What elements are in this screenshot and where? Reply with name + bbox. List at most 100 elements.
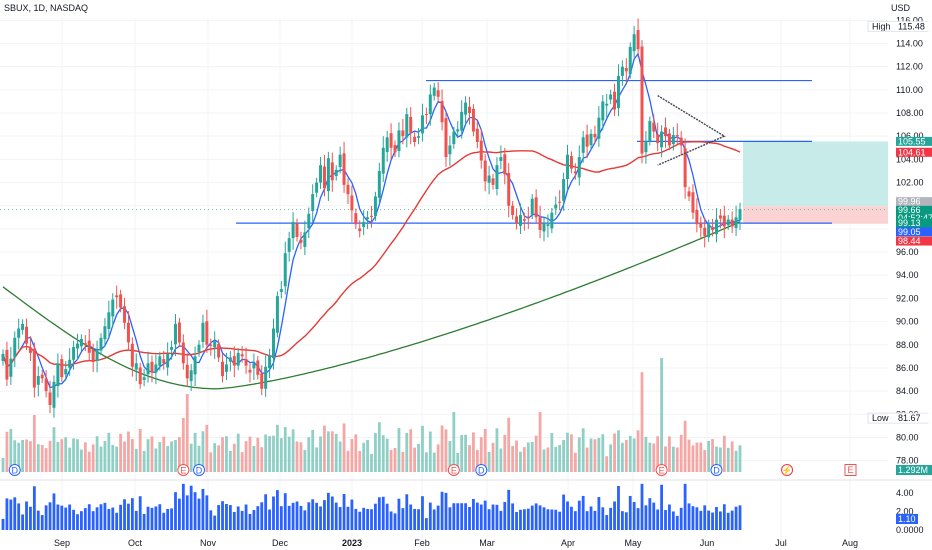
volume-bar	[432, 452, 436, 472]
candle-body	[279, 289, 283, 292]
candle-body	[475, 128, 479, 142]
oscillator-bar	[581, 495, 585, 530]
candle-body	[424, 113, 428, 115]
event-marker[interactable]: D	[8, 464, 21, 476]
volume-bar	[617, 430, 620, 472]
volume-bar	[236, 433, 240, 472]
event-marker[interactable]: D	[710, 464, 723, 476]
candle-body	[354, 213, 358, 225]
volume-bar	[225, 436, 228, 472]
oscillator-bar	[68, 504, 72, 530]
oscillator-bar	[389, 511, 393, 530]
volume-bar	[9, 429, 13, 472]
volume-bar	[683, 420, 687, 472]
oscillator-bar	[448, 507, 452, 530]
oscillator-bar	[111, 507, 115, 530]
candle-body	[518, 214, 522, 226]
oscillator-bar	[366, 508, 369, 530]
volume-bar	[32, 415, 36, 472]
event-marker[interactable]: E	[177, 464, 190, 476]
candle-body	[436, 90, 440, 97]
currency-label: USD	[890, 3, 910, 13]
candle-body	[64, 369, 68, 375]
volume-bar	[248, 436, 252, 472]
candle-body	[358, 228, 362, 232]
volume-bar	[522, 447, 526, 472]
volume-bar	[21, 440, 25, 472]
oscillator-bar	[542, 507, 546, 530]
candle-body	[401, 130, 405, 137]
candle-body	[515, 216, 519, 224]
candle-body	[507, 173, 511, 206]
event-marker[interactable]: D	[475, 464, 488, 476]
event-marker[interactable]: E	[447, 464, 460, 476]
oscillator-bar	[354, 508, 358, 530]
stop-zone	[743, 206, 888, 224]
oscillator-bar	[597, 497, 601, 530]
volume-bar	[213, 443, 217, 472]
oscillator-bar	[279, 506, 283, 530]
oscillator-bar	[174, 492, 177, 530]
triangle-lines	[657, 95, 726, 166]
volume-bar	[597, 437, 601, 472]
volume-bar	[29, 441, 32, 472]
volume-bar	[593, 439, 597, 472]
oscillator-bar	[483, 500, 487, 530]
volume-bar	[330, 431, 334, 472]
candle-body	[624, 68, 628, 72]
price-tag-box	[896, 147, 932, 157]
candle-body	[370, 215, 373, 217]
symbol-header[interactable]: SBUX, 1D, NASDAQ	[4, 3, 89, 13]
oscillator-bar	[526, 508, 530, 530]
volume-bar	[507, 417, 511, 472]
volume-bar	[174, 440, 177, 472]
oscillator-bar	[80, 511, 83, 530]
volume-bar	[166, 446, 170, 472]
y-tick-label: 108.00	[896, 108, 924, 118]
candle-body	[224, 364, 228, 372]
volume-bar	[68, 447, 72, 472]
osc-tick-label: 2.00	[896, 507, 914, 517]
future-earnings-marker[interactable]: E	[844, 464, 857, 476]
oscillator-bar	[707, 510, 711, 530]
event-marker[interactable]: E	[655, 464, 668, 476]
oscillator-bar	[452, 503, 456, 530]
event-marker-label: E	[659, 466, 665, 476]
candle-body	[679, 137, 683, 146]
candle-body	[79, 338, 83, 347]
oscillator-bar	[624, 512, 628, 530]
oscillator-bar	[620, 511, 624, 530]
oscillator-bar	[671, 511, 675, 530]
event-marker[interactable]: ⚡	[781, 464, 794, 477]
oscillator-bar	[29, 506, 32, 530]
candle-body	[660, 131, 664, 148]
volume-bar	[660, 358, 663, 472]
candle-body	[193, 356, 197, 375]
price-tag-value: 99.66	[898, 205, 921, 215]
candle-body	[138, 367, 142, 385]
volume-bar	[319, 436, 322, 472]
candle-body	[667, 133, 671, 146]
candle-body	[271, 328, 275, 358]
volume-bar	[134, 448, 138, 472]
event-marker[interactable]: D	[193, 464, 206, 476]
candle-body	[248, 369, 252, 373]
triangle-pattern[interactable]	[657, 95, 726, 166]
candle-body	[287, 238, 291, 252]
x-tick-label: Oct	[128, 538, 143, 548]
volume-bar	[5, 431, 9, 472]
volume-bar	[189, 443, 193, 472]
volume-bar	[315, 447, 319, 472]
event-marker-circle	[781, 464, 794, 476]
volume-bar	[170, 441, 173, 472]
event-markers[interactable]: D E D E D E D ⚡ E	[8, 464, 857, 477]
oscillator-bar	[558, 511, 562, 530]
y-tick-label: 84.00	[896, 386, 919, 396]
candle-body	[189, 370, 193, 382]
oscillator-bar	[40, 515, 44, 530]
candle-body	[632, 34, 636, 52]
candle-body	[558, 201, 562, 203]
candle-body	[260, 373, 264, 389]
oscillator-bar	[550, 509, 554, 530]
